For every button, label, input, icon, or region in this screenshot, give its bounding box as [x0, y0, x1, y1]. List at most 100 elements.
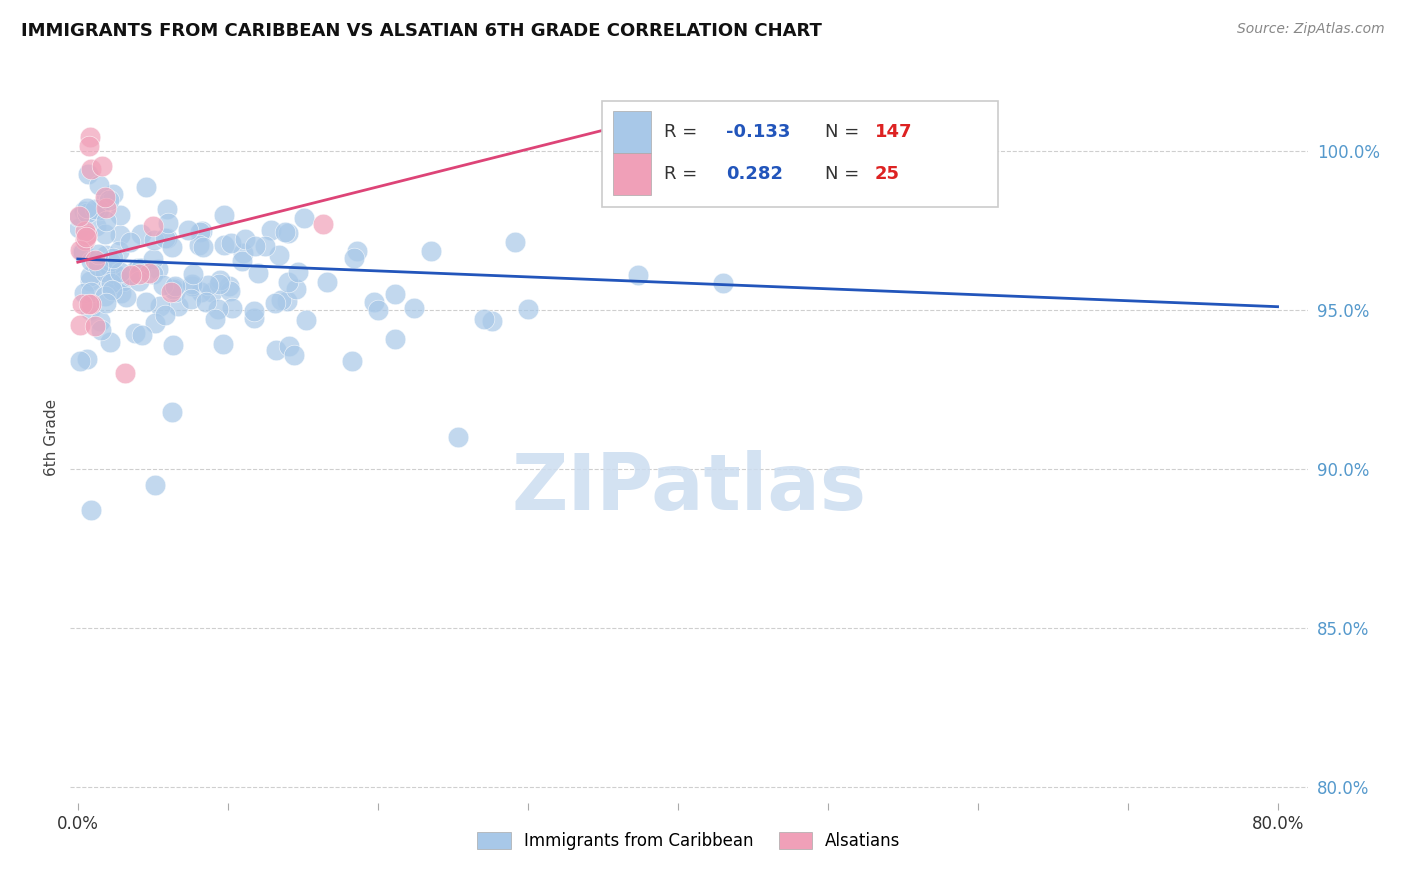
Point	[214, 238, 236, 252]
Point	[295, 313, 318, 327]
Point	[114, 367, 136, 381]
Point	[75, 233, 97, 247]
Point	[131, 328, 153, 343]
Point	[191, 224, 214, 238]
Point	[100, 277, 122, 291]
Point	[110, 265, 132, 279]
Point	[77, 139, 100, 153]
Point	[143, 234, 166, 248]
Point	[70, 245, 93, 260]
Point	[90, 160, 112, 174]
Point	[212, 208, 235, 222]
Point	[219, 285, 242, 299]
Point	[181, 277, 204, 292]
Point	[221, 301, 243, 315]
Point	[212, 336, 235, 351]
Point	[188, 238, 211, 252]
Point	[195, 295, 218, 310]
Point	[153, 308, 176, 322]
Point	[89, 314, 111, 328]
Point	[67, 211, 90, 225]
Point	[270, 293, 292, 308]
Point	[79, 274, 101, 288]
Y-axis label: 6th Grade: 6th Grade	[44, 399, 59, 475]
Point	[76, 352, 98, 367]
Point	[69, 318, 91, 332]
Point	[93, 189, 115, 203]
Point	[98, 254, 121, 268]
Point	[447, 430, 470, 444]
Point	[274, 225, 297, 239]
Point	[152, 278, 174, 293]
Point	[316, 275, 339, 289]
Point	[367, 303, 389, 318]
Legend: Immigrants from Caribbean, Alsatians: Immigrants from Caribbean, Alsatians	[471, 825, 907, 856]
Point	[146, 262, 169, 277]
Point	[201, 285, 224, 300]
Point	[384, 286, 406, 301]
Point	[148, 299, 170, 313]
Point	[384, 332, 406, 346]
Point	[98, 194, 121, 208]
Point	[505, 235, 527, 249]
Point	[143, 477, 166, 491]
Text: -0.133: -0.133	[725, 123, 790, 141]
Point	[264, 343, 287, 358]
Point	[135, 179, 157, 194]
Point	[277, 275, 299, 289]
Point	[72, 203, 94, 218]
Point	[80, 161, 103, 176]
Point	[108, 228, 131, 243]
Point	[269, 248, 291, 262]
Point	[97, 276, 120, 290]
Point	[245, 239, 267, 253]
Point	[73, 224, 96, 238]
Point	[260, 223, 283, 237]
Point	[75, 230, 97, 244]
Point	[94, 201, 117, 215]
Point	[69, 243, 91, 257]
Point	[87, 246, 110, 260]
Point	[312, 218, 335, 232]
Point	[162, 338, 184, 352]
Point	[163, 281, 186, 295]
Point	[218, 278, 240, 293]
FancyBboxPatch shape	[602, 101, 998, 207]
Point	[131, 260, 153, 275]
Point	[124, 264, 146, 278]
Point	[208, 277, 231, 291]
Point	[127, 260, 149, 275]
Point	[120, 268, 142, 282]
Point	[86, 219, 108, 233]
Point	[138, 266, 160, 280]
Point	[142, 267, 165, 281]
Point	[177, 223, 200, 237]
Point	[162, 282, 184, 296]
FancyBboxPatch shape	[613, 153, 651, 194]
Point	[101, 186, 124, 201]
Point	[72, 245, 94, 260]
Point	[343, 251, 366, 265]
Point	[110, 208, 132, 222]
Point	[142, 219, 165, 233]
Point	[283, 348, 305, 362]
Point	[145, 317, 167, 331]
Text: R =: R =	[664, 123, 703, 141]
Point	[79, 130, 101, 145]
Point	[76, 202, 98, 216]
Point	[278, 339, 301, 353]
Point	[197, 278, 219, 293]
Point	[711, 276, 734, 290]
Point	[516, 301, 538, 316]
Point	[76, 206, 98, 220]
Point	[80, 503, 103, 517]
Point	[87, 178, 110, 193]
Point	[156, 231, 179, 245]
Point	[472, 311, 495, 326]
Point	[277, 226, 299, 240]
Point	[402, 301, 425, 315]
Point	[96, 295, 118, 310]
Text: 25: 25	[875, 165, 900, 183]
Point	[128, 274, 150, 288]
Point	[87, 202, 110, 217]
